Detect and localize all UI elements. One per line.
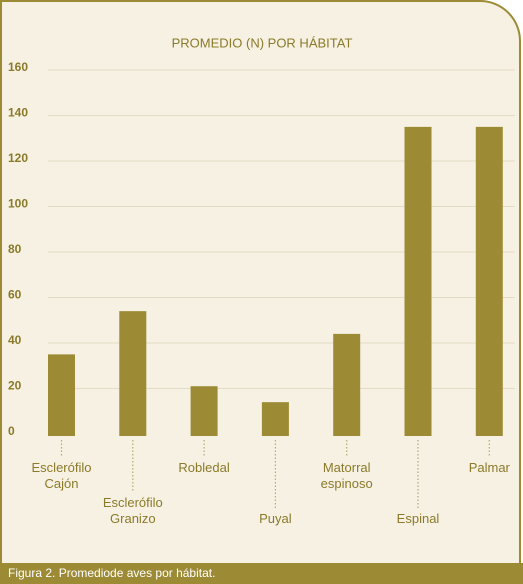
- y-tick-label: 60: [8, 288, 22, 302]
- chart: PROMEDIO (N) POR HÁBITAT 0 20 40 60 80 100 120…: [0, 0, 521, 563]
- caption: Figura 2. Promediode aves por hábitat.: [0, 563, 523, 584]
- y-tick-label: 100: [8, 197, 28, 211]
- bar: [48, 354, 75, 436]
- x-tick-label: Matorral espinoso: [320, 460, 373, 491]
- y-tick-label: 160: [8, 60, 28, 74]
- bar: [333, 333, 361, 436]
- y-tick-label: 120: [8, 151, 28, 165]
- bar: [475, 126, 503, 436]
- y-tick-label: 80: [8, 242, 22, 256]
- x-tick-label: Robledal: [178, 460, 230, 475]
- y-tick-label: 140: [8, 106, 28, 120]
- y-tick-label: 40: [8, 333, 22, 347]
- x-tick-label: Esclerófilo Granizo: [102, 495, 163, 526]
- chart-title: PROMEDIO (N) POR HÁBITAT: [172, 35, 353, 50]
- y-tick-label: 20: [8, 379, 22, 393]
- y-tick-label: 0: [8, 424, 15, 438]
- bar: [119, 311, 147, 436]
- x-tick-label: Palmar: [468, 460, 510, 475]
- x-tick-label: Espinal: [396, 511, 440, 526]
- bar: [261, 402, 289, 436]
- bar: [404, 126, 432, 436]
- x-tick-label: Esclerófilo Cajón: [31, 460, 92, 491]
- bar: [190, 386, 218, 436]
- x-tick-label: Puyal: [259, 511, 292, 526]
